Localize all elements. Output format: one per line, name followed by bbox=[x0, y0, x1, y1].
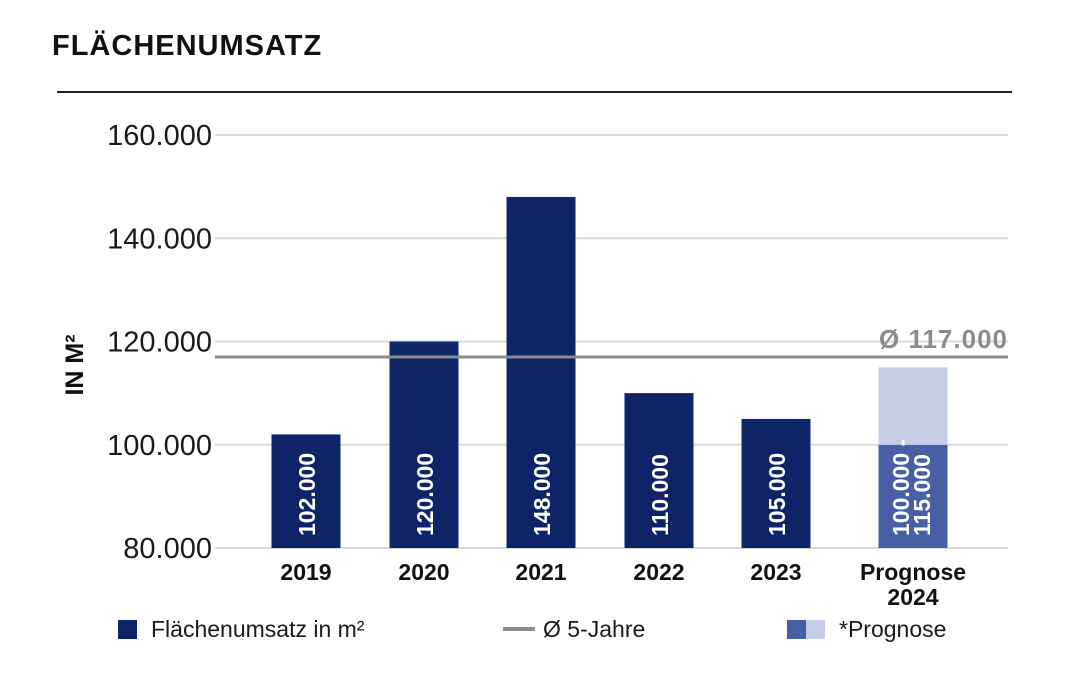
y-tick-label: 160.000 bbox=[107, 120, 212, 152]
bar bbox=[624, 393, 694, 548]
legend-item-flaechenumsatz: Flächenumsatz in m² bbox=[118, 612, 364, 646]
bar bbox=[506, 196, 576, 548]
bar-value-label: 102.000 bbox=[294, 453, 320, 536]
x-tick-label: Prognose 2024 bbox=[860, 559, 966, 610]
forecast-bar-range bbox=[878, 367, 948, 445]
forecast-value-label: 100.000 -115.000 bbox=[888, 439, 935, 536]
y-tick-label: 80.000 bbox=[123, 533, 212, 565]
legend-label-average: Ø 5-Jahre bbox=[543, 615, 646, 642]
average-label: Ø 117.000 bbox=[879, 324, 1008, 354]
x-tick-label: 2019 bbox=[280, 559, 331, 585]
bar-value-label: 105.000 bbox=[764, 453, 790, 536]
forecast-bar-base bbox=[878, 444, 948, 548]
gridlines bbox=[215, 134, 1008, 549]
bars: 102.000 120.000 148.000 110.000 105.000 100.0… bbox=[271, 196, 948, 548]
y-axis-label: IN M² bbox=[61, 334, 89, 395]
bar-chart: 80.000 100.000 120.000 140.000 160.000 102.0… bbox=[57, 91, 1012, 610]
y-axis-ticks: 80.000 100.000 120.000 140.000 160.000 bbox=[107, 120, 212, 565]
legend-swatch-bar bbox=[118, 619, 137, 639]
bar-value-label: 120.000 bbox=[412, 453, 438, 536]
bar bbox=[271, 434, 341, 548]
legend-item-average: Ø 5-Jahre bbox=[503, 612, 645, 646]
legend: Flächenumsatz in m² Ø 5-Jahre *Prognose bbox=[0, 612, 1080, 646]
average-line-group: Ø 117.000 bbox=[215, 324, 1008, 359]
bar-value-label: 148.000 bbox=[529, 453, 555, 536]
bar bbox=[389, 341, 459, 548]
x-tick-label: 2020 bbox=[398, 559, 449, 585]
legend-swatch-average-line bbox=[503, 627, 535, 631]
legend-item-forecast: *Prognose bbox=[787, 612, 946, 646]
x-tick-label: 2022 bbox=[633, 559, 684, 585]
y-tick-label: 100.000 bbox=[107, 430, 212, 462]
x-axis-ticks: 2019 2020 2021 2022 2023 Prognose 2024 bbox=[280, 559, 966, 610]
legend-label-flaechenumsatz: Flächenumsatz in m² bbox=[151, 615, 365, 642]
chart-title: FLÄCHENUMSATZ bbox=[52, 30, 323, 62]
legend-label-forecast: *Prognose bbox=[839, 615, 947, 642]
legend-swatch-forecast bbox=[787, 619, 825, 639]
y-tick-label: 120.000 bbox=[107, 327, 212, 359]
x-tick-label: 2023 bbox=[750, 559, 801, 585]
x-tick-label: 2021 bbox=[515, 559, 566, 585]
bar-value-label: 110.000 bbox=[647, 454, 673, 536]
bar bbox=[741, 418, 811, 548]
y-tick-label: 140.000 bbox=[107, 223, 212, 255]
